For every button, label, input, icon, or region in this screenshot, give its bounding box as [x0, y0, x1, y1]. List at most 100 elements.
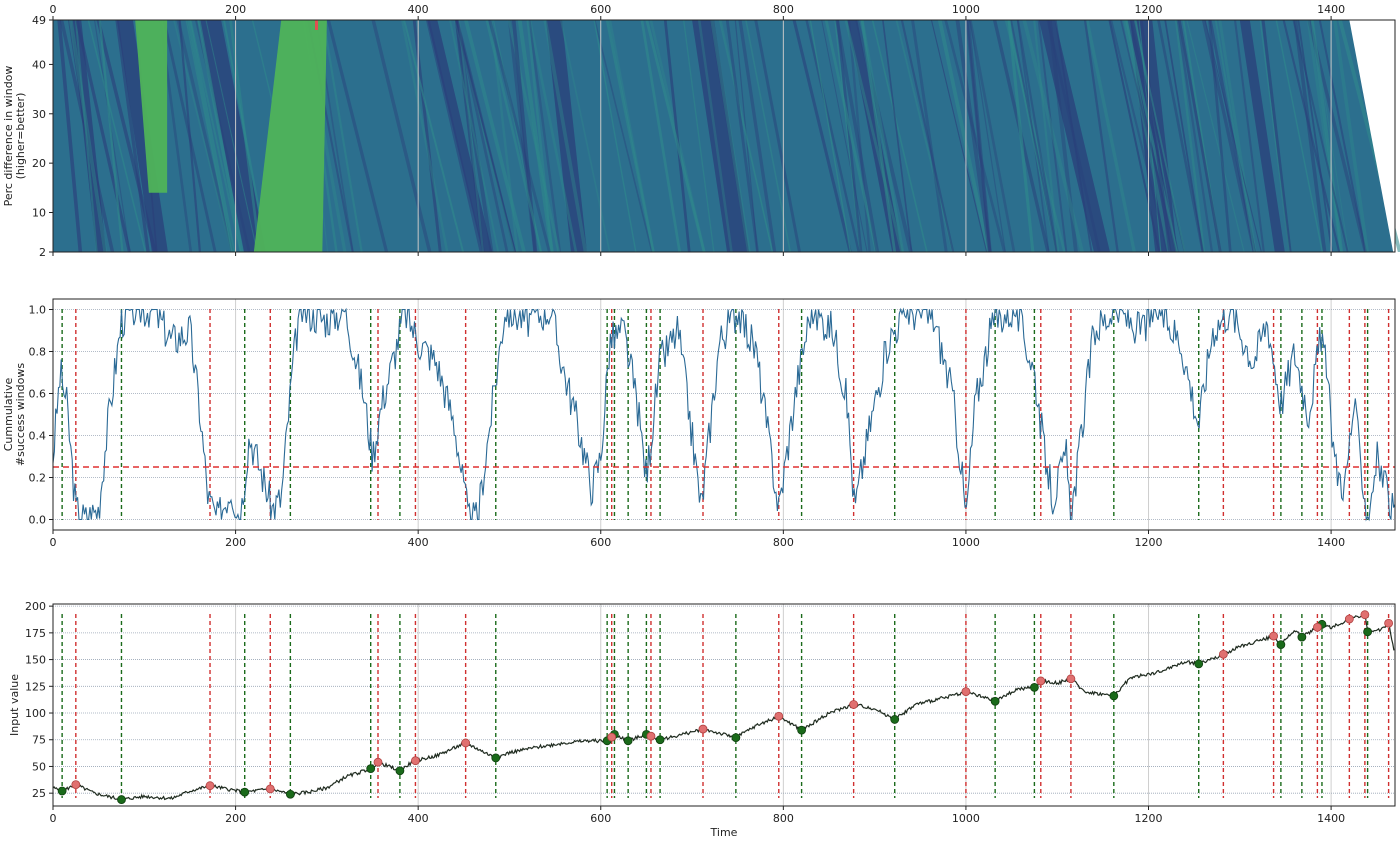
- heatmap-streak: [835, 20, 880, 252]
- x-tick-label: 1200: [1135, 536, 1163, 549]
- heatmap-streak: [454, 20, 485, 252]
- x-tick-label: 800: [773, 3, 794, 16]
- heatmap-dark-band: [692, 20, 750, 252]
- x-tick-label: 200: [225, 536, 246, 549]
- heatmap-streak: [1085, 20, 1136, 252]
- x-tick-label: 0: [50, 812, 57, 825]
- sell-point: [646, 731, 656, 741]
- heatmap-streak: [1233, 20, 1265, 252]
- buy-point: [285, 789, 295, 799]
- y-axis-label: #success windows: [14, 363, 27, 466]
- heatmap-streak: [1307, 20, 1368, 252]
- heatmap-streak: [197, 20, 244, 252]
- heatmap-streak: [1306, 20, 1343, 252]
- heatmap-streak: [159, 20, 193, 252]
- heatmap-streak: [1010, 20, 1058, 252]
- heatmap-streak: [455, 20, 509, 252]
- heatmap-streak: [1292, 20, 1349, 252]
- heatmap-streak: [937, 20, 991, 252]
- sell-point: [373, 757, 383, 767]
- heatmap-streak: [663, 20, 691, 252]
- y-tick-label: 0.6: [29, 388, 47, 401]
- heatmap-streak: [1127, 20, 1179, 252]
- heatmap-streak: [969, 20, 1016, 252]
- heatmap-dark-band: [545, 20, 587, 252]
- x-tick-label: 1000: [952, 812, 980, 825]
- success-windows-panel: 0 200 400 600 800 1000 1200 1400 0.0 0.2 0.4 0.6 0.8…: [2, 298, 1396, 549]
- heatmap-streak: [1275, 20, 1324, 252]
- sell-point: [1360, 610, 1370, 620]
- heatmap-streak: [1176, 20, 1214, 252]
- heatmap-streak: [1182, 20, 1222, 252]
- x-tick-label: 1400: [1317, 3, 1345, 16]
- heatmap-streak: [718, 20, 774, 252]
- heatmap-streak: [930, 20, 988, 252]
- heatmap-streak: [371, 20, 432, 252]
- y-tick-label: 30: [32, 108, 46, 121]
- heatmap-dark-band: [847, 20, 903, 252]
- sell-point: [265, 784, 275, 794]
- y-tick-label: 40: [32, 58, 46, 71]
- buy-point: [240, 787, 250, 797]
- heatmap-streak: [1214, 20, 1256, 252]
- y-tick-label: 10: [32, 207, 46, 220]
- heatmap-streak: [709, 20, 749, 252]
- sell-point: [71, 780, 81, 790]
- heatmap-streak: [205, 20, 258, 252]
- heatmap-streak: [966, 20, 992, 252]
- heatmap-streak: [559, 20, 611, 252]
- heatmap-streak: [792, 20, 852, 252]
- heatmap-streak: [1174, 20, 1206, 252]
- success-series-line: [52, 307, 1396, 522]
- y-tick-label: 2: [39, 246, 46, 259]
- sell-point: [1313, 622, 1322, 632]
- heatmap-dark-band: [116, 20, 168, 252]
- sell-point: [961, 687, 971, 697]
- heatmap-streak: [68, 20, 108, 252]
- heatmap-streak: [594, 20, 653, 252]
- y-tick-label: 0.2: [29, 472, 47, 485]
- y-axis-label: (higher=better): [14, 93, 27, 180]
- heatmap-streak: [844, 20, 904, 252]
- heatmap-streak: [1208, 20, 1256, 252]
- heatmap-streak: [1016, 20, 1059, 252]
- heatmap-streak: [1007, 20, 1035, 252]
- heatmap-streak: [87, 20, 147, 252]
- buy-point: [655, 735, 665, 745]
- x-tick-label: 1200: [1135, 3, 1163, 16]
- heatmap-streak: [882, 20, 913, 252]
- sell-point: [1066, 674, 1076, 684]
- heatmap-streak: [1208, 20, 1232, 252]
- heatmap-streak: [412, 20, 442, 252]
- y-tick-label: 175: [25, 627, 46, 640]
- plot-frame: [52, 298, 1396, 531]
- heatmap-streak: [1186, 20, 1245, 252]
- heatmap-streak: [454, 20, 494, 252]
- heatmap-panel: 0 200 400 600 800 1000 1200 1400 2 10 20 30 40 49 Perc…: [2, 3, 1400, 259]
- heatmap-streak: [645, 20, 706, 252]
- heatmap-streak: [1261, 20, 1292, 252]
- buy-point: [491, 753, 501, 763]
- heatmap-streak: [1164, 20, 1204, 252]
- heatmap-streak: [836, 20, 863, 252]
- sell-point: [461, 738, 471, 748]
- heatmap-streak: [1204, 20, 1262, 252]
- buy-point: [1363, 627, 1373, 637]
- y-tick-label: 0.0: [29, 514, 47, 527]
- x-tick-label: 600: [590, 812, 611, 825]
- y-tick-label: 125: [25, 680, 46, 693]
- sell-point: [1384, 618, 1394, 628]
- heatmap-streak: [1297, 20, 1333, 252]
- heatmap-streak: [895, 20, 954, 252]
- heatmap-streak: [1282, 20, 1341, 252]
- heatmap-streak: [944, 20, 1006, 252]
- heatmap-streak: [900, 20, 955, 252]
- heatmap-streak: [528, 20, 578, 252]
- heatmap-streak: [543, 20, 588, 252]
- heatmap-streak: [745, 20, 792, 252]
- heatmap-streak: [517, 20, 554, 252]
- heatmap-streak: [593, 20, 637, 252]
- heatmap-streak: [1047, 20, 1078, 252]
- heatmap-streak: [955, 20, 992, 252]
- heatmap-streak: [173, 20, 233, 252]
